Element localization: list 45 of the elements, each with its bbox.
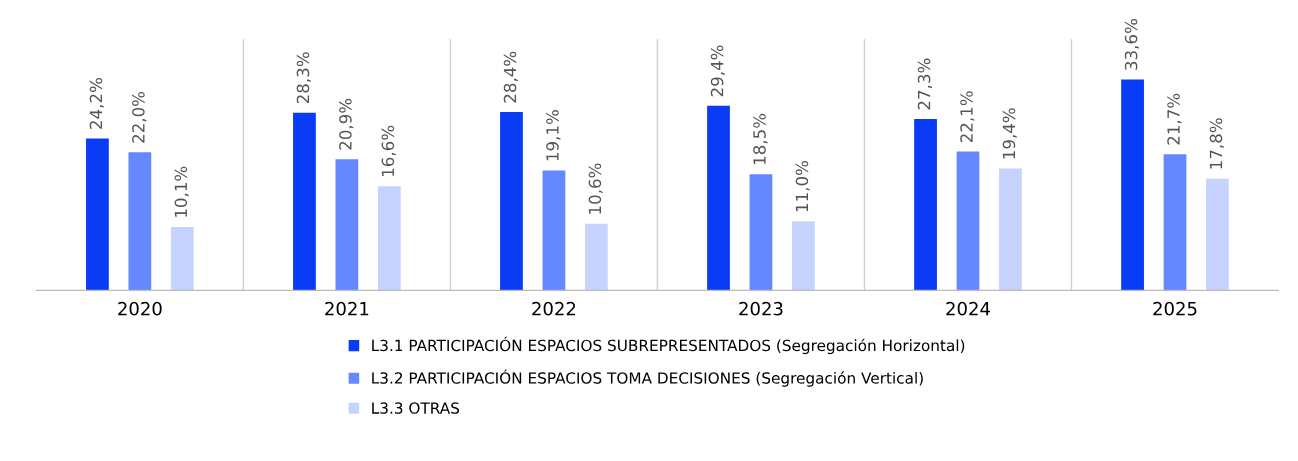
data-label: 10,1% [174, 166, 189, 217]
bar [1121, 79, 1144, 291]
bar [500, 112, 523, 291]
bar [749, 174, 773, 291]
data-label: 19,1% [546, 110, 561, 161]
bar [170, 226, 194, 291]
bar [542, 170, 566, 291]
bar [293, 112, 316, 291]
bar [584, 223, 608, 291]
bar [1206, 178, 1229, 291]
data-label: 24,2% [89, 78, 104, 129]
x-tick-label: 2024 [946, 301, 990, 316]
data-label: 22,1% [960, 91, 975, 143]
legend-label: L3.1 PARTICIPACIÓN ESPACIOS SUBREPRESENTADOS (Segregación Horizontal) [372, 336, 965, 355]
bar [707, 105, 730, 291]
bar [128, 152, 152, 291]
data-label: 16,6% [381, 125, 396, 176]
data-label: 20,9% [339, 98, 354, 150]
bar [1163, 154, 1187, 291]
data-label: 17,8% [1209, 118, 1224, 169]
x-tick-label: 2022 [532, 301, 576, 316]
data-label: 19,4% [1002, 108, 1017, 159]
data-label: 11,0% [795, 160, 810, 212]
bar [86, 138, 109, 291]
legend-label: L3.2 PARTICIPACIÓN ESPACIOS TOMA DECISIONES (Segregación Vertical) [372, 369, 923, 387]
data-label: 22,0% [132, 91, 147, 143]
data-label: 28,4% [503, 51, 519, 103]
bar [792, 221, 815, 291]
bar [999, 168, 1022, 291]
data-label: 10,6% [588, 163, 603, 214]
bar [335, 159, 359, 291]
bar [914, 118, 937, 291]
legend-label: L3.3 OTRAS [372, 402, 460, 414]
data-label: 28,3% [296, 52, 311, 104]
x-tick-label: 2021 [325, 301, 369, 316]
data-label: 27,3% [917, 58, 933, 110]
x-tick-label: 2023 [739, 301, 783, 316]
bar [956, 151, 980, 291]
x-tick-label: 2020 [118, 301, 162, 316]
data-label: 33,6% [1124, 19, 1140, 70]
data-label: 21,7% [1167, 93, 1182, 145]
bar [377, 186, 401, 291]
data-label: 29,4% [710, 45, 726, 97]
data-label: 18,5% [753, 113, 768, 165]
x-tick-label: 2025 [1153, 301, 1197, 316]
